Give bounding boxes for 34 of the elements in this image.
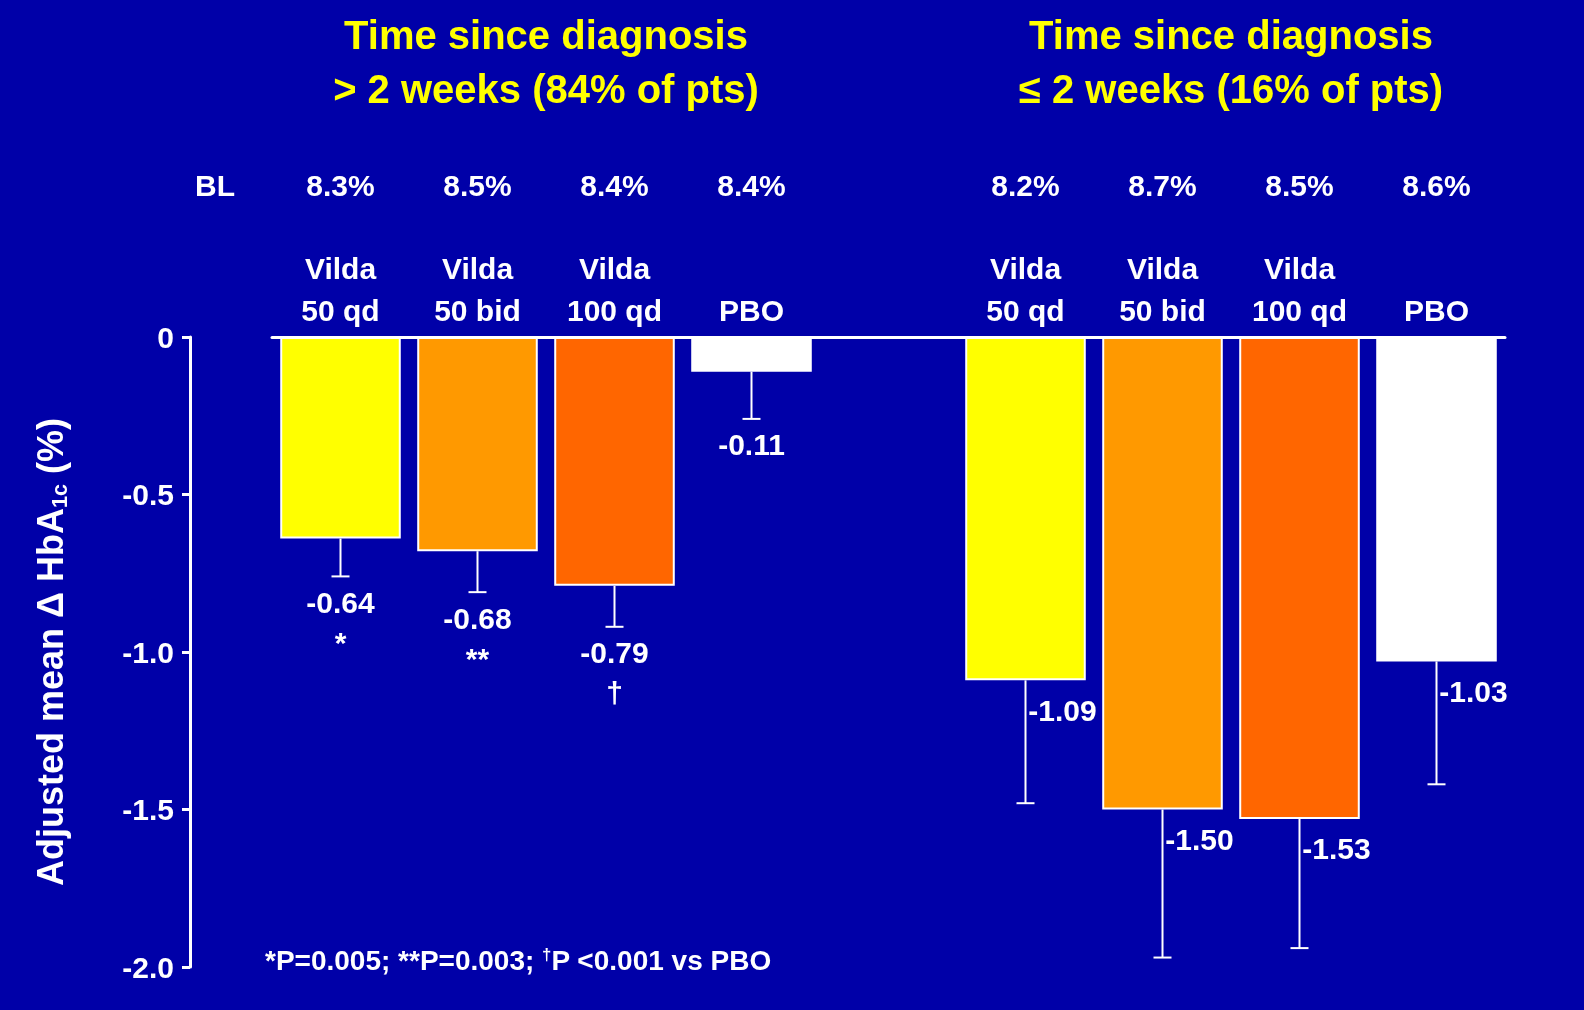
data-label: -1.03 [1439,674,1508,708]
data-label: -0.79 † [580,636,649,710]
text: 8.2% [991,168,1060,202]
text: 8.3% [306,168,375,202]
x-tick-label: Vilda 50 qd [301,251,380,327]
x-tick-label: PBO [1403,293,1470,327]
y-tick-label: -2.0 [122,950,174,984]
data-label: -1.50 [1165,823,1234,856]
data-label: -1.53 [1302,832,1371,866]
x-tick-label: Vilda 100 qd [566,251,663,327]
data-label: -0.68 ** [443,601,512,675]
y-tick-label: 0 [157,320,174,354]
text: 8.5% [1265,168,1334,202]
x-tick-label: Vilda 50 bid [434,251,521,327]
text: BL [195,168,235,202]
x-tick-label: Vilda 100 qd [1251,251,1348,327]
text: 8.4% [580,168,649,202]
data-label: -0.11 [718,428,785,462]
y-tick-label: -1.0 [122,635,174,669]
y-tick-label: -0.5 [122,478,174,511]
data-label: -0.64 * [306,585,375,659]
text: 8.6% [1402,168,1471,202]
x-tick-label: PBO [718,293,785,327]
text: 8.7% [1128,168,1197,202]
text: Time since diagnosis > 2 weeks (84% of pts) [333,13,759,111]
text: 8.5% [443,168,512,202]
text: 8.4% [717,168,786,202]
x-tick-label: Vilda 50 bid [1119,251,1206,327]
y-tick-label: -1.5 [122,793,174,826]
y-axis-title: Adjusted mean Δ HbA1c (%) [30,418,72,886]
data-label: -1.09 [1028,693,1097,727]
x-tick-label: Vilda 50 qd [986,251,1065,327]
annotation: *P=0.005; **P=0.003; †P <0.001 vs PBO [265,945,772,977]
text: Time since diagnosis ≤ 2 weeks (16% of pts) [1018,13,1444,111]
